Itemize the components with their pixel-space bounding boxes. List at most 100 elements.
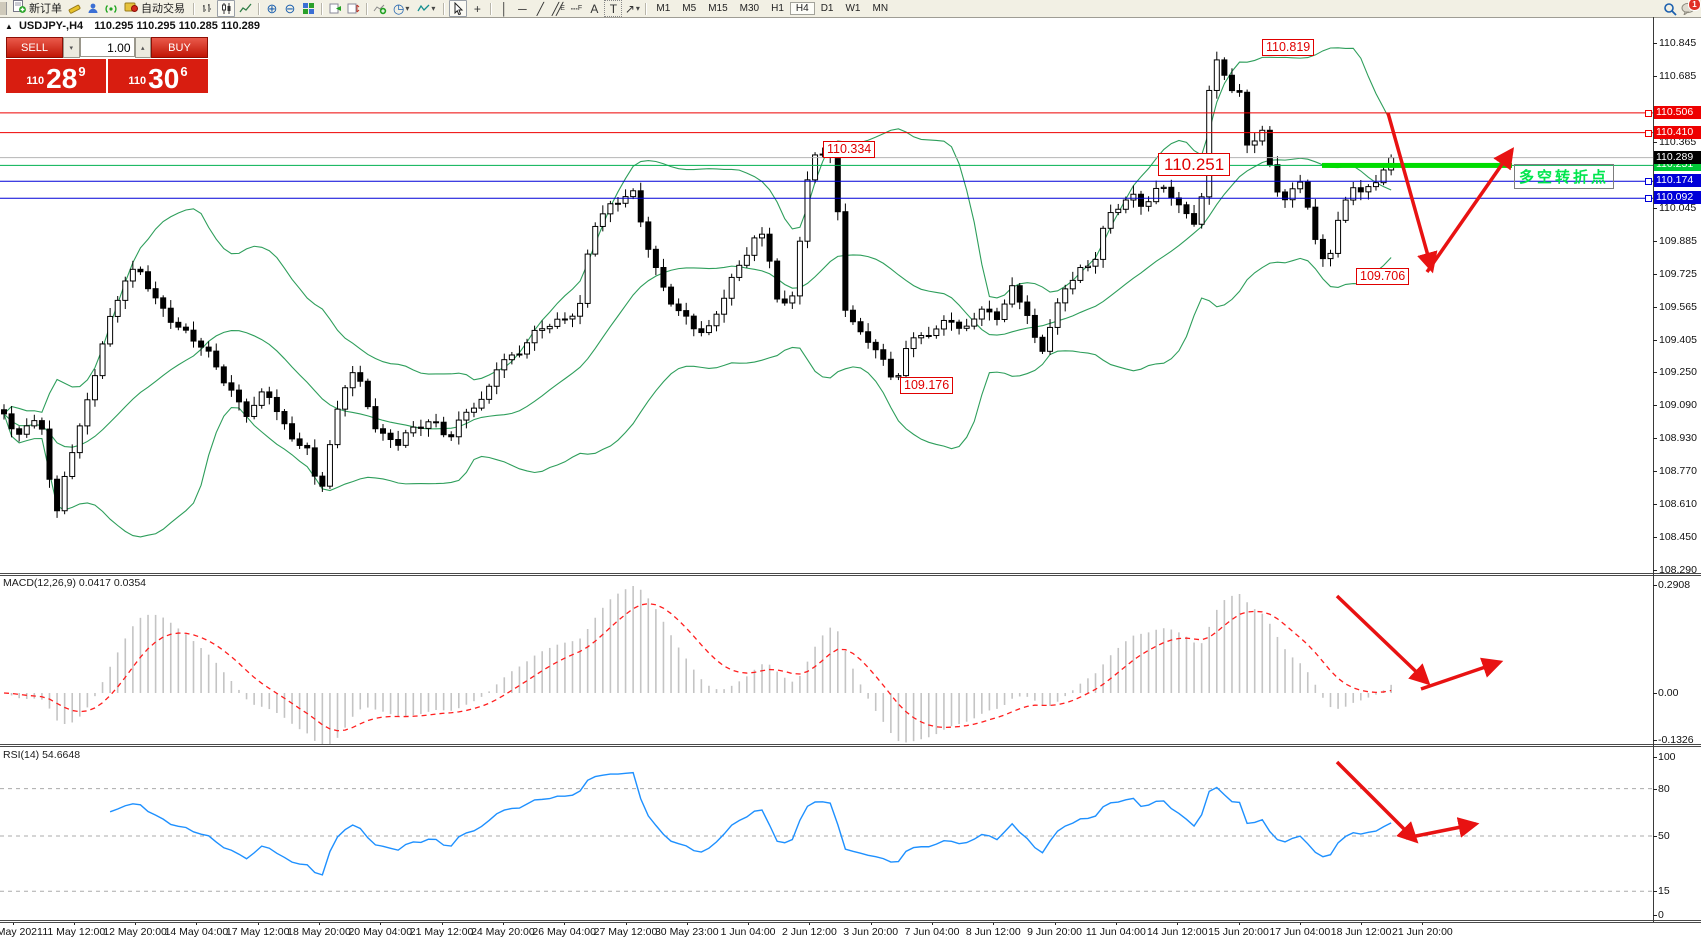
rsi-tickmark: [1653, 836, 1657, 837]
price-tick: 109.885: [1659, 234, 1697, 247]
notification-badge: 1: [1688, 0, 1701, 11]
buy-button[interactable]: BUY: [150, 37, 208, 58]
level-connector: [1645, 195, 1652, 203]
macd-tick: -0.1326: [1658, 734, 1694, 746]
zoom-out-icon[interactable]: ⊖: [284, 0, 296, 16]
tf-h4[interactable]: H4: [789, 2, 815, 15]
templates-icon[interactable]: ▾: [414, 1, 438, 16]
price-tickmark: [1653, 240, 1657, 242]
time-label: 17 Jun 04:00: [1269, 926, 1331, 938]
notifications-icon[interactable]: 1: [1680, 0, 1701, 16]
market-watch-icon[interactable]: [0, 2, 7, 15]
bar-chart-icon[interactable]: [199, 1, 215, 16]
macd-tick: 0.2908: [1658, 579, 1691, 591]
tf-mn[interactable]: MN: [872, 3, 889, 14]
volume-increase-button[interactable]: ▴: [134, 37, 151, 58]
candlestick-chart-icon[interactable]: [217, 0, 235, 17]
price-callout[interactable]: 110.819: [1262, 39, 1315, 56]
time-label: 1 Jun 04:00: [720, 926, 776, 938]
symbol-info: ▲ USDJPY-,H4 110.295 110.295 110.285 110…: [5, 20, 260, 32]
time-tickmark: [686, 922, 688, 925]
new-order-button[interactable]: 新订单: [10, 0, 65, 16]
tile-windows-icon[interactable]: [300, 1, 316, 16]
zoom-in-icon[interactable]: ⊕: [266, 0, 278, 16]
symbol-marker-icon: ▲: [5, 22, 13, 31]
search-icon[interactable]: [1662, 1, 1678, 16]
line-chart-icon[interactable]: [237, 1, 253, 16]
time-label: 7 Jun 04:00: [904, 926, 960, 938]
time-tickmark: [748, 922, 750, 925]
time-tickmark: [73, 922, 75, 925]
price-tick: 108.450: [1659, 530, 1697, 543]
cursor-icon[interactable]: [449, 0, 468, 17]
rsi-pane[interactable]: [0, 747, 1653, 920]
price-tick: 110.845: [1659, 36, 1697, 49]
time-tickmark: [1115, 922, 1117, 925]
tf-m30[interactable]: M30: [739, 3, 760, 14]
price-level-badge: 110.092: [1654, 191, 1701, 205]
price-callout[interactable]: 110.334: [823, 141, 876, 158]
sell-button[interactable]: SELL: [6, 37, 64, 58]
tf-m5[interactable]: M5: [682, 3, 697, 14]
time-label: 30 May 23:00: [654, 926, 719, 938]
fibonacci-icon[interactable]: ┄ F: [570, 1, 583, 16]
time-tickmark: [870, 922, 872, 925]
time-tickmark: [993, 922, 995, 925]
time-tickmark: [441, 922, 443, 925]
text-label-icon[interactable]: T: [604, 0, 623, 17]
time-label: 2 Jun 12:00: [781, 926, 837, 938]
time-label: 21 Jun 20:00: [1392, 926, 1453, 938]
time-tickmark: [135, 922, 137, 925]
horizontal-line-icon[interactable]: ─: [518, 1, 527, 16]
time-label: 12 May 20:00: [103, 926, 167, 938]
price-callout[interactable]: 109.706: [1356, 268, 1410, 285]
equidistant-channel-icon[interactable]: ╱╱ E: [551, 1, 565, 16]
price-tick: 109.090: [1659, 398, 1697, 411]
main-chart[interactable]: [0, 17, 1653, 573]
arrows-tool-icon[interactable]: ↗ ▾: [624, 1, 640, 16]
price-tick: 108.290: [1659, 563, 1697, 576]
price-callout[interactable]: 109.176: [900, 377, 954, 394]
rsi-tickmark: [1653, 788, 1657, 790]
text-icon[interactable]: A: [590, 1, 599, 16]
tf-d1[interactable]: D1: [820, 3, 834, 14]
tf-h1[interactable]: H1: [771, 3, 784, 14]
tf-w1[interactable]: W1: [845, 3, 861, 14]
price-callout[interactable]: 110.251: [1158, 153, 1231, 176]
autotrading-label: 自动交易: [141, 2, 185, 15]
level-connector: [1645, 178, 1652, 186]
price-tickmark: [1653, 371, 1657, 373]
rsi-tick: 15: [1658, 885, 1670, 898]
vertical-line-icon[interactable]: │: [500, 1, 509, 16]
tf-m1[interactable]: M1: [656, 3, 671, 14]
price-tick: 110.685: [1659, 69, 1697, 82]
signals-icon[interactable]: [103, 1, 119, 16]
autotrading-button[interactable]: 自动交易: [121, 1, 188, 16]
buy-price-display[interactable]: 110 30 6: [108, 59, 208, 93]
trendline-icon[interactable]: ╱: [536, 1, 544, 16]
price-level-badge: 110.289: [1654, 150, 1701, 164]
metaeditor-icon[interactable]: [67, 1, 83, 16]
macd-tickmark: [1653, 740, 1657, 741]
time-label: 18 May 20:00: [287, 926, 351, 938]
pivot-annotation[interactable]: 多空转折点: [1514, 164, 1615, 189]
macd-pane[interactable]: [0, 576, 1653, 744]
crosshair-icon[interactable]: +: [473, 1, 481, 16]
profiles-icon[interactable]: [85, 1, 101, 16]
volume-decrease-button[interactable]: ▾: [63, 37, 80, 58]
time-label: 17 May 12:00: [225, 926, 290, 938]
level-connector: [1645, 129, 1652, 137]
price-tick: 108.610: [1659, 497, 1697, 510]
price-tickmark: [1653, 207, 1657, 209]
price-tickmark: [1653, 569, 1657, 571]
chart-shift-icon[interactable]: [345, 1, 361, 16]
sell-price-display[interactable]: 110 28 9: [6, 59, 106, 93]
periods-icon[interactable]: ◷ ▾: [393, 0, 410, 16]
tf-m15[interactable]: M15: [708, 3, 728, 14]
price-tick: 109.405: [1659, 333, 1697, 346]
auto-scroll-icon[interactable]: [327, 1, 343, 16]
volume-input[interactable]: [79, 37, 135, 57]
indicators-icon[interactable]: [372, 1, 388, 16]
time-tickmark: [1361, 922, 1363, 925]
